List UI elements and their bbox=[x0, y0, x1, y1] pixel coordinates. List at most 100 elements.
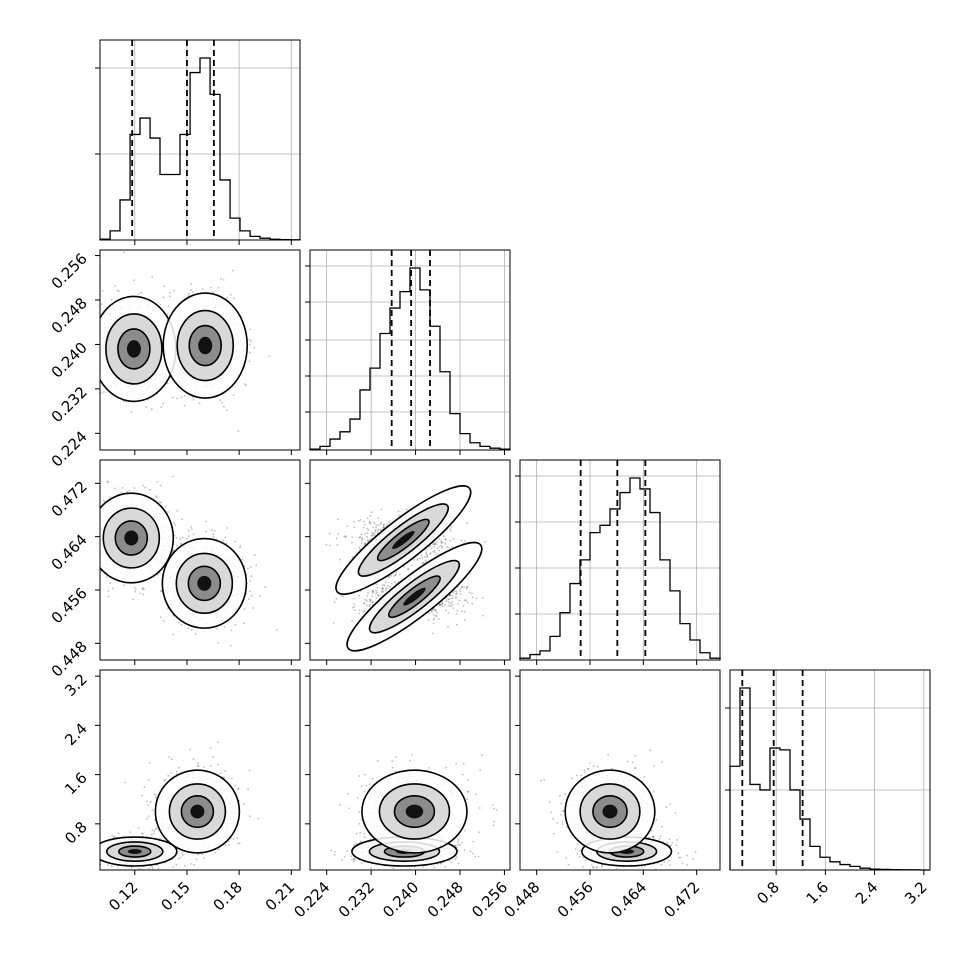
scatter-point bbox=[226, 296, 228, 299]
scatter-point bbox=[466, 601, 469, 604]
scatter-point bbox=[434, 551, 436, 554]
histogram-panel-2 bbox=[515, 459, 721, 665]
scatter-point bbox=[197, 765, 200, 767]
scatter-point bbox=[82, 376, 84, 378]
scatter-point bbox=[95, 347, 97, 349]
scatter-point bbox=[116, 289, 119, 292]
scatter-point bbox=[441, 601, 444, 604]
scatter-point bbox=[92, 849, 94, 851]
scatter-point bbox=[422, 562, 425, 565]
scatter-point bbox=[386, 523, 389, 526]
histogram-panel-0 bbox=[95, 39, 301, 245]
scatter-point bbox=[433, 543, 436, 546]
histogram-frame-0 bbox=[99, 39, 301, 241]
scatter-point bbox=[375, 526, 377, 529]
scatter-point bbox=[192, 533, 195, 535]
scatter-point bbox=[138, 827, 140, 829]
scatter-point bbox=[361, 539, 363, 542]
scatter-point bbox=[426, 556, 429, 558]
scatter-point bbox=[457, 602, 459, 605]
scatter-point bbox=[193, 863, 196, 866]
scatter-point bbox=[187, 529, 190, 532]
scatter-point bbox=[178, 766, 180, 769]
scatter-point bbox=[363, 523, 366, 526]
scatter-point bbox=[376, 587, 379, 589]
scatter-point bbox=[81, 857, 83, 859]
scatter-point bbox=[444, 538, 447, 541]
scatter-point bbox=[155, 827, 158, 829]
scatter-point bbox=[242, 803, 245, 805]
scatter-point bbox=[102, 499, 105, 502]
scatter-point bbox=[141, 832, 144, 835]
scatter-point bbox=[189, 748, 192, 751]
scatter-point bbox=[92, 345, 94, 347]
scatter-point bbox=[249, 590, 251, 592]
scatter-point bbox=[406, 508, 408, 511]
scatter-point bbox=[436, 547, 439, 550]
scatter-point bbox=[130, 867, 133, 869]
scatter-point bbox=[198, 402, 201, 405]
scatter-point bbox=[440, 544, 442, 547]
scatter-point bbox=[382, 526, 385, 529]
scatter-point bbox=[248, 769, 251, 772]
scatter-point bbox=[190, 289, 192, 292]
scatter-point bbox=[180, 396, 183, 399]
scatter-point bbox=[150, 833, 153, 836]
scatter-point bbox=[176, 397, 179, 400]
scatter-point bbox=[367, 540, 369, 543]
scatter-point bbox=[371, 531, 373, 534]
scatter-point bbox=[181, 851, 184, 854]
scatter-point bbox=[236, 837, 239, 839]
scatter-point bbox=[114, 487, 116, 490]
contour-level-0 bbox=[100, 836, 178, 867]
scatter-point bbox=[210, 747, 212, 749]
scatter-point bbox=[366, 532, 369, 534]
scatter-point bbox=[190, 629, 193, 631]
scatter-point bbox=[96, 318, 98, 320]
scatter-point bbox=[432, 613, 435, 616]
scatter-point bbox=[212, 755, 215, 758]
scatter-point bbox=[176, 544, 179, 547]
scatter-point bbox=[140, 291, 142, 294]
density-core bbox=[126, 340, 141, 358]
scatter-point bbox=[139, 592, 142, 595]
pair-panel-0-2 bbox=[95, 459, 301, 665]
scatter-point bbox=[74, 862, 76, 864]
scatter-point bbox=[144, 486, 147, 489]
scatter-point bbox=[363, 602, 365, 605]
scatter-point bbox=[357, 519, 360, 522]
scatter-point bbox=[464, 540, 466, 543]
scatter-point bbox=[83, 326, 85, 328]
scatter-point bbox=[231, 777, 233, 780]
histogram-1 bbox=[309, 267, 511, 450]
scatter-point bbox=[386, 587, 389, 590]
scatter-point bbox=[234, 784, 237, 787]
scatter-point bbox=[141, 587, 144, 589]
scatter-point bbox=[217, 741, 219, 744]
scatter-point bbox=[370, 599, 372, 601]
scatter-point bbox=[232, 838, 235, 840]
scatter-point bbox=[89, 856, 91, 858]
scatter-point bbox=[375, 583, 378, 586]
scatter-point bbox=[217, 848, 220, 851]
scatter-point bbox=[363, 520, 366, 523]
scatter-point bbox=[149, 800, 152, 803]
scatter-point bbox=[238, 842, 241, 844]
scatter-point bbox=[458, 599, 461, 602]
scatter-point bbox=[377, 524, 380, 527]
scatter-point bbox=[325, 543, 328, 546]
scatter-point bbox=[148, 762, 151, 764]
contour-level-2 bbox=[117, 328, 151, 370]
scatter-point bbox=[133, 487, 136, 489]
scatter-point bbox=[368, 520, 371, 523]
scatter-point bbox=[230, 629, 233, 632]
scatter-point bbox=[449, 539, 452, 542]
scatter-point bbox=[116, 871, 118, 873]
contour-level-0 bbox=[161, 537, 248, 629]
scatter-point bbox=[181, 518, 183, 521]
histogram-2 bbox=[519, 477, 721, 660]
scatter-point bbox=[190, 283, 193, 285]
scatter-point bbox=[358, 536, 361, 539]
scatter-point bbox=[164, 778, 167, 781]
scatter-point bbox=[117, 832, 120, 835]
